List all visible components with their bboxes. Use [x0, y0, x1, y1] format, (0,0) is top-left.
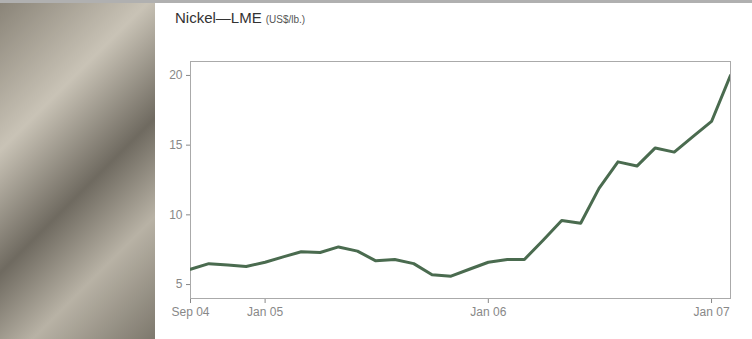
svg-text:Sep 04: Sep 04 [171, 305, 209, 319]
svg-text:Jan 06: Jan 06 [470, 305, 506, 319]
html-text:Nickel—LME (US$/lb.): Nickel—LME (US$/lb.) [175, 9, 306, 26]
svg-text:10: 10 [169, 208, 183, 222]
svg-text:15: 15 [169, 138, 183, 152]
svg-text:5: 5 [176, 277, 183, 291]
svg-text:20: 20 [169, 68, 183, 82]
svg-text:Jan 05: Jan 05 [247, 305, 283, 319]
svg-text:Jan 07: Jan 07 [694, 305, 730, 319]
